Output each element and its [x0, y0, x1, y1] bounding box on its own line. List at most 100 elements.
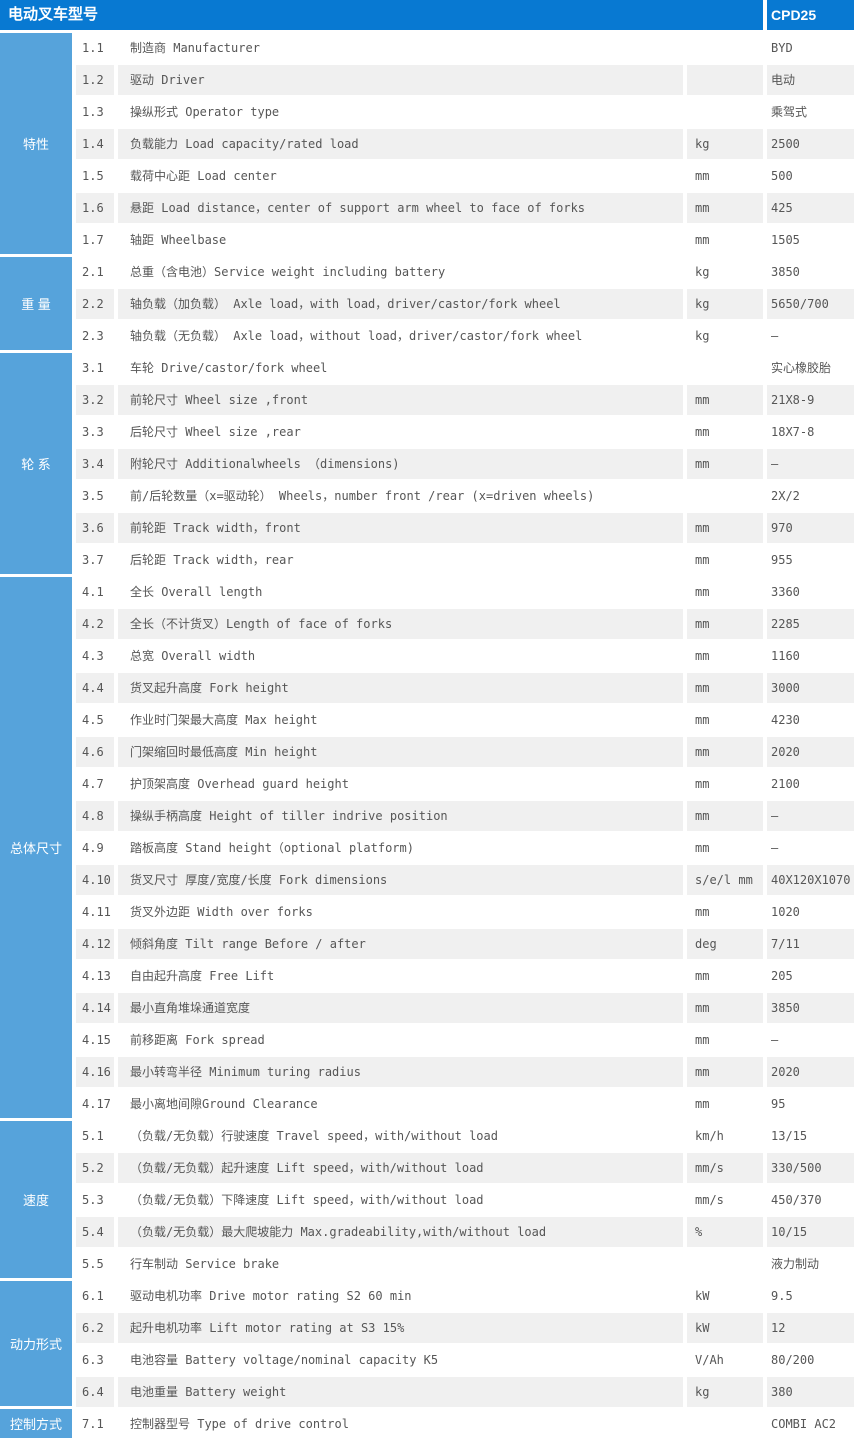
section-category-label: 速度 [0, 1121, 72, 1278]
spec-row: 1.4 负载能力 Load capacity/rated load kg 250… [76, 129, 854, 159]
spec-row-value: 3360 [767, 577, 854, 607]
spec-section: 控制方式 7.1 控制器型号 Type of drive control COM… [0, 1409, 854, 1441]
spec-row: 5.2 （负载/无负载）起升速度 Lift speed，with/without… [76, 1153, 854, 1183]
spec-row: 4.3 总宽 Overall width mm 1160 [76, 641, 854, 671]
section-rows: 5.1 （负载/无负载）行驶速度 Travel speed，with/witho… [76, 1121, 854, 1281]
section-category-label: 特性 [0, 33, 72, 254]
spec-row-description: 车轮 Drive/castor/fork wheel [118, 353, 683, 383]
spec-row-value: 40X120X1070 [767, 865, 854, 895]
spec-row-unit [687, 33, 763, 63]
spec-row-unit [687, 481, 763, 511]
spec-row-value: 2020 [767, 1057, 854, 1087]
spec-row: 4.12 倾斜角度 Tilt range Before / after deg … [76, 929, 854, 959]
spec-row-description: 最小转弯半径 Minimum turing radius [118, 1057, 683, 1087]
spec-row-number: 4.16 [76, 1057, 114, 1087]
spec-row: 4.8 操纵手柄高度 Height of tiller indrive posi… [76, 801, 854, 831]
spec-row-value: 乘驾式 [767, 97, 854, 127]
spec-row-unit: mm [687, 545, 763, 575]
spec-table: 特性 1.1 制造商 Manufacturer BYD 1.2 驱动 Drive… [0, 33, 854, 1441]
spec-row: 4.10 货叉尺寸 厚度/宽度/长度 Fork dimensions s/e/l… [76, 865, 854, 895]
spec-row-value: 1020 [767, 897, 854, 927]
spec-section: 轮 系 3.1 车轮 Drive/castor/fork wheel 实心橡胶胎… [0, 353, 854, 577]
model-value: CPD25 [767, 0, 854, 30]
spec-row-value: 电动 [767, 65, 854, 95]
spec-row-description: 货叉外边距 Width over forks [118, 897, 683, 927]
spec-row-number: 1.5 [76, 161, 114, 191]
spec-row-description: 控制器型号 Type of drive control [118, 1409, 683, 1439]
spec-row-unit: kg [687, 321, 763, 351]
spec-row: 3.7 后轮距 Track width，rear mm 955 [76, 545, 854, 575]
spec-row-unit: mm [687, 417, 763, 447]
spec-row-number: 3.3 [76, 417, 114, 447]
spec-row-value: — [767, 321, 854, 351]
spec-row: 2.1 总重（含电池）Service weight including batt… [76, 257, 854, 287]
spec-row: 1.2 驱动 Driver 电动 [76, 65, 854, 95]
spec-row-description: 轴距 Wheelbase [118, 225, 683, 255]
spec-row-number: 5.3 [76, 1185, 114, 1215]
spec-row-unit: V/Ah [687, 1345, 763, 1375]
spec-row: 6.2 起升电机功率 Lift motor rating at S3 15% k… [76, 1313, 854, 1343]
spec-row-number: 1.4 [76, 129, 114, 159]
spec-row: 4.11 货叉外边距 Width over forks mm 1020 [76, 897, 854, 927]
spec-row: 5.3 （负载/无负载）下降速度 Lift speed，with/without… [76, 1185, 854, 1215]
spec-row-unit: mm [687, 961, 763, 991]
spec-row-value: 2500 [767, 129, 854, 159]
spec-row-unit: mm [687, 737, 763, 767]
spec-row-value: 330/500 [767, 1153, 854, 1183]
header-divider [763, 0, 767, 30]
spec-row-unit [687, 1249, 763, 1279]
spec-row-unit: mm [687, 801, 763, 831]
spec-row-value: 80/200 [767, 1345, 854, 1375]
spec-row-number: 4.14 [76, 993, 114, 1023]
spec-row: 6.4 电池重量 Battery weight kg 380 [76, 1377, 854, 1407]
spec-row-description: （负载/无负载）起升速度 Lift speed，with/without loa… [118, 1153, 683, 1183]
spec-row-description: 载荷中心距 Load center [118, 161, 683, 191]
spec-row-number: 4.9 [76, 833, 114, 863]
spec-row: 4.13 自由起升高度 Free Lift mm 205 [76, 961, 854, 991]
spec-row-unit: mm [687, 193, 763, 223]
spec-row-number: 6.1 [76, 1281, 114, 1311]
spec-row-unit: mm [687, 705, 763, 735]
spec-row-unit: mm [687, 1025, 763, 1055]
spec-row-value: COMBI AC2 [767, 1409, 854, 1439]
spec-row-unit: kg [687, 289, 763, 319]
spec-row-number: 4.11 [76, 897, 114, 927]
spec-row-value: 12 [767, 1313, 854, 1343]
spec-row-value: 1505 [767, 225, 854, 255]
spec-row-value: 7/11 [767, 929, 854, 959]
spec-row-number: 1.2 [76, 65, 114, 95]
spec-row-value: 5650/700 [767, 289, 854, 319]
section-rows: 3.1 车轮 Drive/castor/fork wheel 实心橡胶胎 3.2… [76, 353, 854, 577]
spec-row-value: 2020 [767, 737, 854, 767]
spec-row-description: 踏板高度 Stand height（optional platform) [118, 833, 683, 863]
spec-row-unit: mm [687, 769, 763, 799]
spec-row-unit: mm/s [687, 1185, 763, 1215]
spec-row-number: 4.3 [76, 641, 114, 671]
spec-row-number: 7.1 [76, 1409, 114, 1439]
spec-row-number: 1.1 [76, 33, 114, 63]
section-category-label: 轮 系 [0, 353, 72, 574]
spec-row-number: 4.7 [76, 769, 114, 799]
spec-row-value: 425 [767, 193, 854, 223]
spec-row-description: 附轮尺寸 Additionalwheels （dimensions) [118, 449, 683, 479]
spec-row-number: 4.8 [76, 801, 114, 831]
spec-row-number: 5.2 [76, 1153, 114, 1183]
spec-row: 1.6 悬距 Load distance，center of support a… [76, 193, 854, 223]
spec-row-number: 1.7 [76, 225, 114, 255]
spec-row: 5.1 （负载/无负载）行驶速度 Travel speed，with/witho… [76, 1121, 854, 1151]
spec-section: 总体尺寸 4.1 全长 Overall length mm 3360 4.2 全… [0, 577, 854, 1121]
spec-section: 速度 5.1 （负载/无负载）行驶速度 Travel speed，with/wi… [0, 1121, 854, 1281]
spec-section: 特性 1.1 制造商 Manufacturer BYD 1.2 驱动 Drive… [0, 33, 854, 257]
spec-row-description: 护顶架高度 Overhead guard height [118, 769, 683, 799]
spec-row: 3.6 前轮距 Track width，front mm 970 [76, 513, 854, 543]
spec-row-value: 970 [767, 513, 854, 543]
spec-row-number: 1.3 [76, 97, 114, 127]
spec-row-unit: kg [687, 257, 763, 287]
spec-row-description: 行车制动 Service brake [118, 1249, 683, 1279]
spec-row-description: 制造商 Manufacturer [118, 33, 683, 63]
spec-row-unit: km/h [687, 1121, 763, 1151]
spec-row: 4.17 最小离地间隙Ground Clearance mm 95 [76, 1089, 854, 1119]
section-rows: 6.1 驱动电机功率 Drive motor rating S2 60 min … [76, 1281, 854, 1409]
spec-row: 4.2 全长（不计货叉）Length of face of forks mm 2… [76, 609, 854, 639]
spec-row-unit: kg [687, 1377, 763, 1407]
